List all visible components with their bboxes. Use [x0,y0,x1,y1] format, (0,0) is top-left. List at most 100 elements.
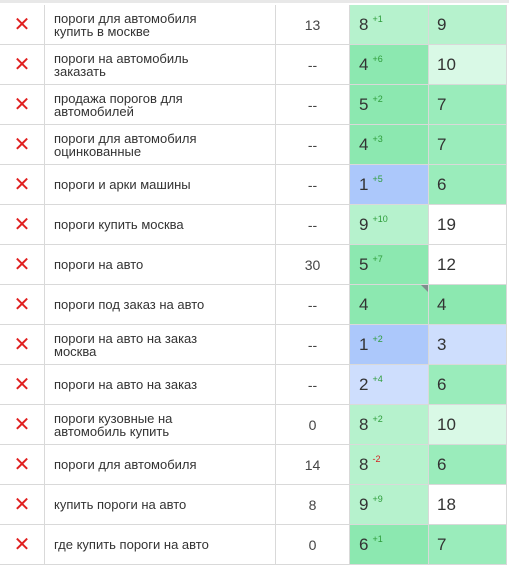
frequency-cell: -- [276,45,350,85]
delete-cell: ✕ [0,285,45,325]
previous-position-cell[interactable]: 7 [429,85,507,125]
position-value: 5 [359,94,369,114]
position-cell[interactable]: 2 +4 [350,365,429,405]
position-cell[interactable]: 4 +6 [350,45,429,85]
position-cell[interactable]: 1 +2 [350,325,429,365]
previous-position-value: 19 [437,214,456,234]
delete-icon[interactable]: ✕ [13,413,31,436]
keyword-cell: продажа порогов для автомобилей [45,85,276,125]
previous-position-cell[interactable]: 10 [429,405,507,445]
previous-position-cell[interactable]: 7 [429,125,507,165]
position-cell[interactable]: 5 +7 [350,245,429,285]
delete-icon[interactable]: ✕ [13,453,31,476]
position-value: 5 [359,254,369,274]
note-corner-icon [421,285,428,292]
delete-icon[interactable]: ✕ [13,253,31,276]
delete-icon[interactable]: ✕ [13,173,31,196]
position-cell[interactable]: 6 +1 [350,525,429,565]
table-row: ✕ пороги для автомобиля оцинкованные -- 4 +3… [0,125,509,165]
frequency-cell: 13 [276,5,350,45]
position-value: 1 [359,174,369,194]
previous-position-value: 3 [437,334,447,354]
keyword-cell: где купить пороги на авто [45,525,276,565]
previous-position-cell[interactable]: 3 [429,325,507,365]
table-row: ✕ продажа порогов для автомобилей -- 5 +2 7 [0,85,509,125]
table-row: ✕ где купить пороги на авто 0 6 +1 7 [0,525,509,565]
delete-cell: ✕ [0,45,45,85]
table-row: ✕ пороги на авто на заказ -- 2 +4 6 [0,365,509,405]
previous-position-value: 7 [437,134,447,154]
keyword-cell: пороги на авто на заказ [45,365,276,405]
position-value: 4 [359,54,369,74]
previous-position-value: 6 [437,454,447,474]
keyword-cell: пороги и арки машины [45,165,276,205]
delete-cell: ✕ [0,445,45,485]
position-cell[interactable]: 1 +5 [350,165,429,205]
previous-position-value: 12 [437,254,456,274]
frequency-cell: 14 [276,445,350,485]
table-row: ✕ пороги кузовные на автомобиль купить 0 8 +… [0,405,509,445]
delete-icon[interactable]: ✕ [13,133,31,156]
delete-icon[interactable]: ✕ [13,213,31,236]
position-cell[interactable]: 8 +1 [350,5,429,45]
keyword-text: пороги на авто на заказ [54,377,198,392]
position-cell[interactable]: 9 +9 [350,485,429,525]
frequency-cell: -- [276,325,350,365]
position-cell[interactable]: 9 +10 [350,205,429,245]
position-cell[interactable]: 5 +2 [350,85,429,125]
position-change: +1 [372,533,383,544]
delete-icon[interactable]: ✕ [13,53,31,76]
previous-position-cell[interactable]: 9 [429,5,507,45]
frequency-cell: -- [276,285,350,325]
previous-position-cell[interactable]: 4 [429,285,507,325]
previous-position-cell[interactable]: 12 [429,245,507,285]
position-change: +3 [372,133,383,144]
delete-icon[interactable]: ✕ [13,293,31,316]
delete-icon[interactable]: ✕ [13,333,31,356]
table-row: ✕ пороги на авто 30 5 +7 12 [0,245,509,285]
keyword-text: где купить пороги на авто [54,537,209,552]
position-value: 9 [359,494,369,514]
keyword-text: пороги и арки машины [54,177,191,192]
position-cell[interactable]: 4 [350,285,429,325]
previous-position-cell[interactable]: 19 [429,205,507,245]
delete-cell: ✕ [0,525,45,565]
previous-position-value: 18 [437,494,456,514]
position-value: 4 [359,294,369,314]
delete-icon[interactable]: ✕ [13,93,31,116]
previous-position-cell[interactable]: 10 [429,45,507,85]
keyword-cell: пороги на авто на заказ москва [45,325,276,365]
position-change: +2 [372,333,383,344]
header-edge [0,0,509,3]
position-value: 1 [359,334,369,354]
previous-position-cell[interactable]: 6 [429,445,507,485]
table-row: ✕ пороги купить москва -- 9 +10 19 [0,205,509,245]
position-change: +4 [372,373,383,384]
previous-position-value: 10 [437,414,456,434]
position-cell[interactable]: 8 -2 [350,445,429,485]
previous-position-cell[interactable]: 6 [429,365,507,405]
delete-cell: ✕ [0,165,45,205]
keyword-cell: пороги для автомобиля купить в москве [45,5,276,45]
delete-icon[interactable]: ✕ [13,533,31,556]
previous-position-value: 7 [437,94,447,114]
previous-position-value: 6 [437,174,447,194]
keyword-text: пороги кузовные на автомобиль купить [54,410,173,439]
keyword-cell: пороги купить москва [45,205,276,245]
position-change: +1 [372,13,383,24]
delete-icon[interactable]: ✕ [13,373,31,396]
frequency-cell: -- [276,85,350,125]
delete-cell: ✕ [0,405,45,445]
position-cell[interactable]: 8 +2 [350,405,429,445]
delete-cell: ✕ [0,325,45,365]
delete-icon[interactable]: ✕ [13,13,31,36]
keyword-text: пороги для автомобиля купить в москве [54,10,197,39]
position-change: +7 [372,253,383,264]
previous-position-cell[interactable]: 7 [429,525,507,565]
keyword-text: пороги на автомобиль заказать [54,50,189,79]
position-cell[interactable]: 4 +3 [350,125,429,165]
previous-position-cell[interactable]: 6 [429,165,507,205]
previous-position-cell[interactable]: 18 [429,485,507,525]
delete-icon[interactable]: ✕ [13,493,31,516]
